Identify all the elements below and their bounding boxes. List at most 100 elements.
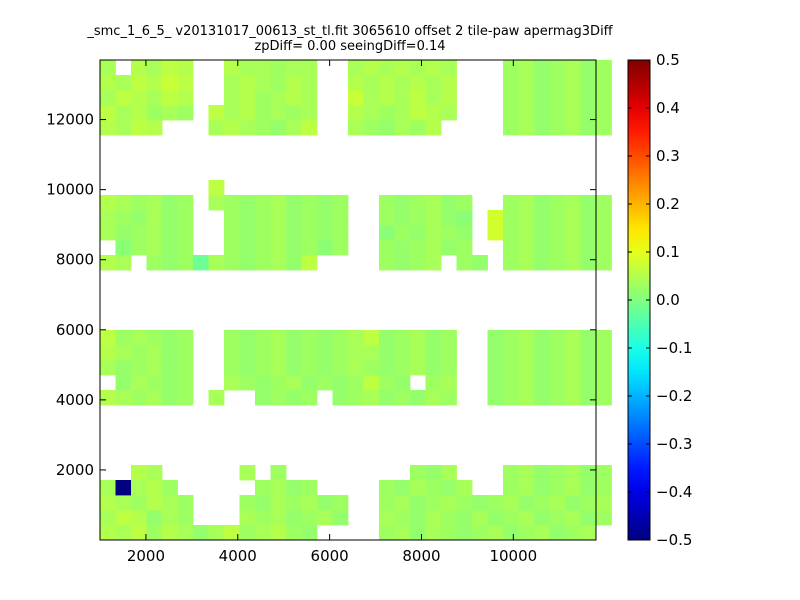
colorbar-tick-label: −0.2: [656, 387, 692, 405]
heatmap-cell: [394, 60, 411, 76]
heatmap-cell: [534, 195, 550, 211]
heatmap-cell: [162, 495, 178, 511]
heatmap-cell: [100, 90, 116, 106]
heatmap-cell: [394, 330, 411, 346]
heatmap-cell: [100, 255, 116, 271]
heatmap-cell: [208, 525, 225, 541]
heatmap-cell: [596, 465, 612, 481]
heatmap-cell: [580, 330, 597, 346]
heatmap-cell: [518, 240, 535, 256]
heatmap-cell: [193, 525, 209, 541]
heatmap-cell: [534, 495, 550, 511]
heatmap-cell: [425, 465, 442, 481]
heatmap-cell: [518, 210, 535, 226]
heatmap-cell: [503, 495, 519, 511]
heatmap-cell: [565, 60, 581, 76]
heatmap-cell: [503, 240, 519, 256]
heatmap-cell: [317, 330, 333, 346]
heatmap-cell: [565, 390, 581, 406]
heatmap-cell: [379, 360, 395, 376]
colorbar-tick-label: −0.3: [656, 435, 692, 453]
heatmap-cell: [410, 90, 426, 106]
heatmap-cell: [162, 225, 178, 241]
heatmap-cell: [580, 360, 597, 376]
heatmap-cell: [239, 120, 256, 136]
heatmap-cell: [131, 195, 147, 211]
heatmap-cell: [286, 525, 302, 541]
heatmap-cell: [317, 240, 333, 256]
heatmap-cell: [286, 225, 302, 241]
heatmap-cell: [177, 360, 194, 376]
heatmap-cell: [146, 255, 163, 271]
heatmap-cell: [100, 360, 116, 376]
heatmap-cell: [549, 225, 566, 241]
heatmap-cell: [162, 510, 178, 526]
colorbar-tick-label: 0.3: [656, 147, 680, 165]
heatmap-cell: [456, 495, 473, 511]
heatmap-cell: [518, 375, 535, 391]
heatmap-cell: [565, 375, 581, 391]
heatmap-cell: [270, 495, 287, 511]
heatmap-cell: [146, 120, 163, 136]
heatmap-cell: [410, 75, 426, 91]
heatmap-cell: [425, 480, 442, 496]
heatmap-cell: [208, 120, 225, 136]
heatmap-cell: [239, 345, 256, 361]
heatmap-cell: [131, 60, 147, 76]
heatmap-cell: [410, 465, 426, 481]
heatmap-cell: [115, 330, 132, 346]
heatmap-cell: [549, 120, 566, 136]
heatmap-cell: [379, 240, 395, 256]
heatmap-cell: [301, 495, 318, 511]
heatmap-cell: [596, 210, 612, 226]
heatmap-cell: [410, 120, 426, 136]
heatmap-cell: [379, 225, 395, 241]
heatmap-cell: [503, 195, 519, 211]
heatmap-cell: [363, 375, 380, 391]
heatmap-cell: [549, 375, 566, 391]
heatmap-cell: [425, 90, 442, 106]
heatmap-cell: [286, 255, 302, 271]
heatmap-cell: [162, 210, 178, 226]
heatmap-cell: [534, 60, 550, 76]
heatmap-cell: [425, 195, 442, 211]
heatmap-cell: [503, 345, 519, 361]
x-tick-label: 6000: [311, 547, 349, 565]
heatmap-cell: [487, 210, 504, 226]
x-tick-label: 10000: [489, 547, 537, 565]
heatmap-cell: [379, 75, 395, 91]
heatmap-cell: [286, 480, 302, 496]
heatmap-cell: [115, 510, 132, 526]
heatmap-cell: [301, 195, 318, 211]
heatmap-cell: [394, 225, 411, 241]
heatmap-cell: [441, 105, 457, 121]
heatmap-cell: [146, 210, 163, 226]
heatmap-cell: [565, 510, 581, 526]
heatmap-cell: [565, 330, 581, 346]
heatmap-cell: [503, 480, 519, 496]
heatmap-cell: [146, 105, 163, 121]
heatmap-cell: [549, 210, 566, 226]
heatmap-cell: [131, 105, 147, 121]
heatmap-cell: [549, 525, 566, 541]
heatmap-cell: [115, 195, 132, 211]
heatmap-cell: [115, 105, 132, 121]
heatmap-cell: [549, 60, 566, 76]
heatmap-cell: [487, 390, 504, 406]
heatmap-cell: [534, 120, 550, 136]
heatmap-cell: [456, 510, 473, 526]
heatmap-cell: [146, 330, 163, 346]
heatmap-cell: [534, 255, 550, 271]
heatmap-cell: [286, 240, 302, 256]
heatmap-cell: [394, 195, 411, 211]
heatmap-cell: [549, 105, 566, 121]
heatmap-cell: [348, 105, 364, 121]
heatmap-cell: [301, 480, 318, 496]
heatmap-cell: [379, 195, 395, 211]
heatmap-cell: [379, 330, 395, 346]
heatmap-cell: [208, 390, 225, 406]
y-axis: 2000 4000 6000 8000 10000 12000: [46, 111, 596, 479]
heatmap-cell: [534, 105, 550, 121]
